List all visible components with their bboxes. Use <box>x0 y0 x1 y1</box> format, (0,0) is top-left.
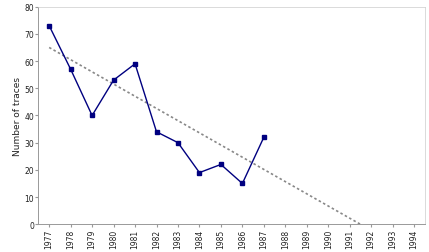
Y-axis label: Number of traces: Number of traces <box>13 77 22 155</box>
